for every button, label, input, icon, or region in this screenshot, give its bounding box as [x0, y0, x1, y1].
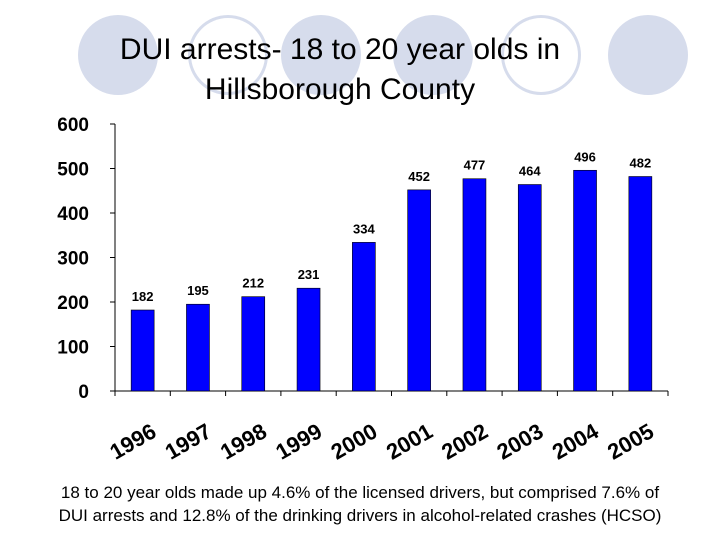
- y-tick-label: 400: [57, 204, 89, 225]
- slide-title-line-1: DUI arrests- 18 to 20 year olds in: [119, 33, 561, 66]
- bar: [628, 176, 653, 392]
- bar-data-label: 231: [298, 267, 320, 282]
- bar-data-label: 334: [353, 221, 375, 236]
- bar: [186, 303, 210, 392]
- y-tick-label: 100: [57, 338, 89, 359]
- slide-title-line-2: Hillsborough County: [204, 73, 476, 106]
- decor-circle: [393, 15, 473, 95]
- x-category-label: 2005: [603, 418, 658, 464]
- bar: [573, 169, 597, 392]
- x-category-label: 2002: [437, 418, 492, 464]
- y-tick-label: 200: [57, 293, 89, 314]
- bar: [517, 184, 542, 392]
- bar-data-label: 482: [629, 156, 651, 171]
- x-category-label: 1998: [216, 418, 271, 464]
- bar-data-label: 464: [519, 164, 541, 179]
- decor-circle-hole: [504, 18, 578, 92]
- x-category-label: 1999: [271, 418, 326, 464]
- x-category-label: 2004: [548, 418, 604, 465]
- bar: [462, 178, 487, 392]
- bar: [296, 287, 321, 392]
- y-tick-label: 500: [57, 160, 89, 181]
- decorative-circles: [78, 15, 688, 95]
- x-category-label: 1997: [161, 418, 216, 464]
- dui-arrests-bar-chart: 0 100 200 300 400 500 600 182 1996 195 1997 212 1998…: [57, 115, 669, 465]
- bar-data-label: 496: [574, 149, 596, 164]
- slide-caption-line-1: 18 to 20 year olds made up 4.6% of the l…: [60, 483, 660, 502]
- bar: [241, 296, 266, 392]
- slide-caption: 18 to 20 year olds made up 4.6% of the l…: [0, 481, 720, 527]
- bar: [130, 309, 155, 392]
- bar-data-label: 182: [132, 289, 154, 304]
- slide-caption-line-2: DUI arrests and 12.8% of the drinking dr…: [58, 506, 662, 525]
- y-tick-label: 0: [78, 382, 89, 403]
- bar: [407, 189, 431, 392]
- bar-data-label: 195: [187, 283, 209, 298]
- decor-circle: [608, 15, 688, 95]
- y-tick-label: 300: [57, 249, 89, 270]
- x-category-label: 2003: [493, 418, 548, 464]
- x-category-label: 1996: [105, 418, 160, 464]
- bar: [352, 242, 376, 392]
- y-tick-label: 600: [57, 115, 89, 136]
- x-category-label: 2001: [382, 418, 437, 464]
- slide-title: DUI arrests- 18 to 20 year olds in Hills…: [60, 30, 620, 110]
- x-category-label: 2000: [327, 418, 382, 464]
- bar-data-label: 452: [408, 169, 430, 184]
- decor-circle-hole: [191, 18, 265, 92]
- decor-circle: [281, 15, 361, 95]
- bar-data-label: 477: [464, 158, 486, 173]
- bar-data-label: 212: [242, 276, 264, 291]
- decor-circle: [78, 15, 158, 95]
